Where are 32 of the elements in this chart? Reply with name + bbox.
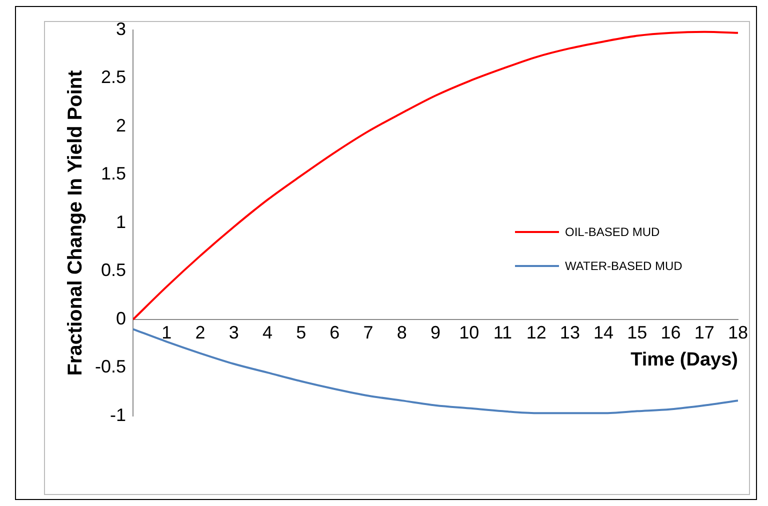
y-tick-label: -0.5: [94, 356, 126, 377]
x-tick-label: 18: [728, 322, 748, 342]
y-tick-label: 1: [116, 212, 126, 232]
y-tick-label: 2.5: [100, 67, 126, 88]
x-tick-label: 1: [162, 322, 172, 342]
x-tick-label: 12: [526, 322, 546, 342]
x-tick-label: 10: [459, 322, 480, 342]
legend-label: OIL-BASED MUD: [565, 225, 660, 239]
x-tick-label: 14: [594, 322, 614, 342]
y-tick-label: 0: [116, 308, 126, 328]
y-tick-label: 1.5: [100, 164, 126, 184]
x-tick-label: 11: [493, 322, 512, 342]
x-tick-label: 9: [430, 322, 441, 342]
x-tick-label: 17: [694, 322, 714, 342]
x-tick-label: 16: [660, 322, 681, 342]
y-axis-title: Fractional Change In Yield Point: [64, 70, 87, 376]
x-tick-label: 4: [262, 322, 272, 342]
x-tick-label: 3: [228, 322, 239, 342]
x-tick-label: 7: [363, 322, 374, 342]
x-tick-label: 15: [627, 322, 648, 342]
x-tick-label: 6: [330, 322, 340, 342]
x-tick-label: 8: [396, 322, 407, 342]
x-axis-title: Time (Days): [630, 350, 738, 371]
x-tick-label: 13: [560, 322, 580, 342]
y-tick-label: 0.5: [100, 260, 126, 280]
y-tick-label: 2: [116, 115, 126, 136]
x-tick-label: 5: [296, 322, 306, 342]
x-tick-label: 2: [195, 322, 206, 342]
line-series: [133, 30, 738, 320]
legend-label: WATER-BASED MUD: [565, 259, 682, 273]
y-tick-label: 3: [116, 18, 126, 39]
y-tick-label: -1: [110, 404, 126, 425]
